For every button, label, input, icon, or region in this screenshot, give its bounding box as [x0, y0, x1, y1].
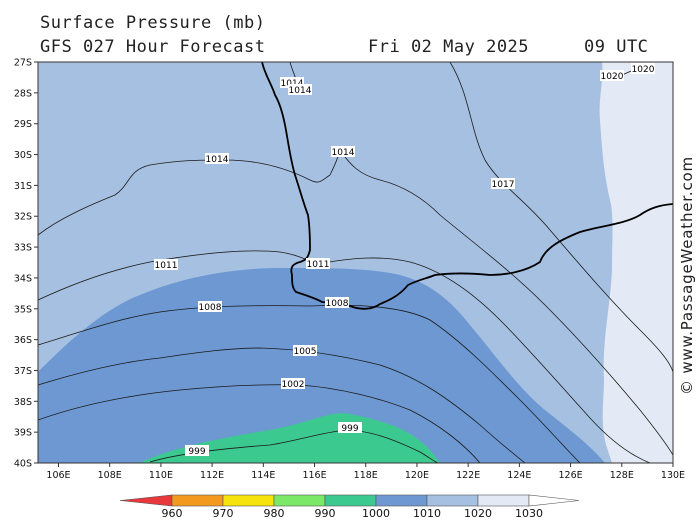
isobar-label-bg — [491, 178, 515, 189]
isobar-999 — [149, 429, 439, 463]
isobar-label-bg — [331, 146, 355, 157]
isobar-label: 1005 — [294, 347, 317, 357]
legend-swatch — [171, 494, 224, 507]
lat-tick-label: 33S — [14, 243, 32, 254]
lat-tick-label: 36S — [14, 335, 32, 346]
latitude-axis: 27S 28S 29S 30S 31S 32S 33S 34S 35S 36S 37S 38S 39S 4… — [14, 58, 38, 470]
lat-tick-label: 38S — [14, 397, 32, 408]
isobar-1017 — [449, 62, 673, 373]
chart-title: Surface Pressure (mb) — [40, 13, 266, 33]
isobar-label: 1017 — [492, 180, 515, 190]
lon-tick-label: 122E — [456, 470, 480, 481]
lon-tick-label: 124E — [507, 470, 531, 481]
isobar-label-bg — [281, 378, 305, 389]
lon-tick-label: 116E — [302, 470, 326, 481]
isobar-label: 1011 — [155, 261, 178, 271]
legend-label: 1020 — [464, 507, 492, 520]
legend-swatch — [426, 494, 479, 507]
lon-tick-label: 130E — [661, 470, 685, 481]
fill-1000-1010 — [38, 268, 605, 463]
lon-tick-label: 112E — [200, 470, 224, 481]
isobar-label-bg — [306, 258, 330, 269]
legend-label: 960 — [162, 507, 183, 520]
isobar-label-bg — [198, 301, 222, 312]
lon-tick-label: 118E — [354, 470, 378, 481]
isobar-label: 999 — [341, 424, 358, 434]
legend-swatch — [222, 494, 275, 507]
isobar-label-bg — [185, 445, 209, 456]
lat-tick-label: 39S — [14, 428, 32, 439]
isobar-label: 1002 — [282, 380, 305, 390]
forecast-date: Fri 02 May 2025 — [368, 37, 530, 57]
legend-label: 980 — [264, 507, 285, 520]
lon-tick-label: 126E — [559, 470, 583, 481]
lat-tick-label: 29S — [14, 119, 32, 130]
legend-arrow-low — [119, 494, 173, 507]
legend-swatch — [375, 494, 428, 507]
isobar-label: 1014 — [289, 86, 312, 96]
lat-tick-label: 34S — [14, 273, 32, 284]
longitude-axis: 106E 108E 110E 112E 114E 116E 118E 120E 122E 124E… — [46, 463, 685, 481]
isobar-1014-left — [38, 159, 331, 236]
legend-label: 990 — [315, 507, 336, 520]
legend-swatch — [273, 494, 326, 507]
isobar-label: 1008 — [199, 303, 222, 313]
isobar-label: 1008 — [326, 299, 349, 309]
isobar-label-bg — [154, 259, 178, 270]
legend-label: 970 — [213, 507, 234, 520]
lon-tick-label: 106E — [46, 470, 70, 481]
legend-swatch — [324, 494, 377, 507]
lat-tick-label: 27S — [14, 58, 32, 69]
legend-label: 1000 — [362, 507, 390, 520]
isobar-label: 1011 — [307, 260, 330, 270]
lon-tick-label: 114E — [251, 470, 275, 481]
legend-swatch — [477, 494, 530, 507]
isobar-label: 1020 — [601, 72, 624, 82]
isobar-label-bg — [338, 422, 362, 433]
isobar-label-bg — [325, 297, 349, 308]
lat-tick-label: 32S — [14, 212, 32, 223]
lon-tick-label: 120E — [405, 470, 429, 481]
lat-tick-label: 40S — [14, 459, 32, 470]
isobar-label: 1014 — [332, 148, 355, 158]
isobar-label-bg — [280, 77, 304, 88]
forecast-label: GFS 027 Hour Forecast — [40, 37, 266, 57]
isobar-label: 1014 — [206, 155, 229, 165]
lat-tick-label: 28S — [14, 88, 32, 99]
isobar-label-bg — [293, 345, 317, 356]
isobar-label-bg — [631, 63, 655, 74]
legend-arrow-high — [528, 494, 580, 507]
lon-tick-label: 108E — [98, 470, 122, 481]
forecast-time: 09 UTC — [584, 37, 649, 57]
lat-tick-label: 37S — [14, 366, 32, 377]
isobar-label: 1020 — [632, 65, 655, 75]
isobar-label: 999 — [188, 447, 205, 457]
lon-tick-label: 128E — [610, 470, 634, 481]
isobar-label-bg — [288, 84, 312, 95]
isobar-label-bg — [205, 153, 229, 164]
lat-tick-label: 35S — [14, 304, 32, 315]
lat-tick-label: 31S — [14, 181, 32, 192]
legend-label: 1030 — [515, 507, 543, 520]
coastline — [261, 62, 673, 310]
legend-label: 1010 — [413, 507, 441, 520]
lat-tick-label: 30S — [14, 150, 32, 161]
fill-1020-1030 — [599, 62, 673, 463]
isobar-labels: 1014101410141014101710201020101110111008… — [154, 63, 655, 457]
plot-frame — [37, 61, 674, 464]
isobar-label-bg — [600, 70, 624, 81]
lon-tick-label: 110E — [149, 470, 173, 481]
pressure-legend: 960 970 980 990 1000 1010 1020 1030 — [119, 494, 580, 520]
isobar-1008 — [38, 304, 581, 463]
credit-text: © www.PassageWeather.com — [678, 156, 696, 395]
